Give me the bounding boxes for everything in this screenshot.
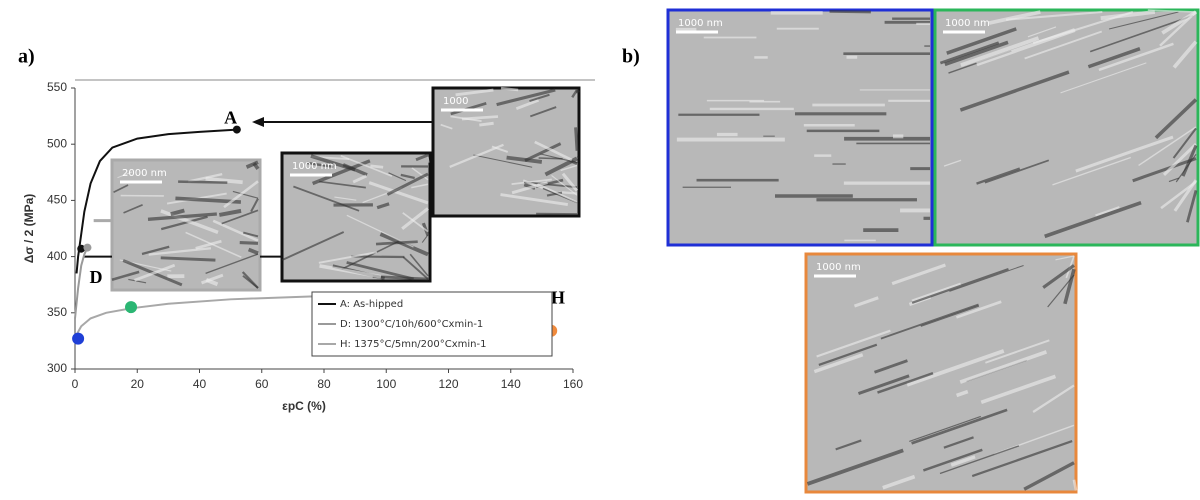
- texture: [351, 256, 404, 257]
- texture: [178, 182, 227, 183]
- legend-label: D: 1300°C/10h/600°Cxmin-1: [340, 319, 483, 330]
- y-tick-label: 550: [47, 80, 67, 94]
- annotation: A: [224, 108, 237, 128]
- series-line: [75, 248, 87, 319]
- y-tick-label: 350: [47, 305, 67, 319]
- texture: [576, 127, 577, 150]
- y-tick-label: 450: [47, 193, 67, 207]
- micrograph-image: [668, 10, 932, 245]
- x-tick-label: 160: [563, 377, 583, 391]
- panel-label: a): [18, 46, 35, 68]
- y-tick-label: 400: [47, 249, 67, 263]
- scale-label: 2000 nm: [122, 168, 167, 179]
- panel-label: b): [622, 46, 640, 68]
- legend-label: A: As-hipped: [340, 299, 403, 310]
- legend-label: H: 1375°C/5mn/200°Cxmin-1: [340, 339, 487, 350]
- x-tick-label: 100: [376, 377, 396, 391]
- y-tick-label: 300: [47, 361, 67, 375]
- micrograph-image: [112, 160, 260, 290]
- x-tick-label: 20: [131, 377, 145, 391]
- annotation: D: [90, 267, 103, 287]
- scale-label: 1000 nm: [945, 18, 990, 29]
- texture: [830, 11, 871, 12]
- micrograph: 1000 nm: [806, 254, 1076, 492]
- arrow-head: [252, 117, 264, 127]
- point: [72, 333, 84, 345]
- x-tick-label: 60: [255, 377, 269, 391]
- micrograph: 1000 nm: [668, 10, 932, 245]
- micrograph: 1000 nm: [935, 10, 1198, 245]
- scale-label: 1000 nm: [816, 262, 861, 273]
- micrograph: 1000: [433, 88, 579, 216]
- x-tick-label: 80: [317, 377, 331, 391]
- annotation: H: [551, 287, 565, 307]
- point: [125, 301, 137, 313]
- x-tick-label: 120: [438, 377, 458, 391]
- texture: [370, 166, 383, 167]
- scale-label: 1000 nm: [292, 161, 337, 172]
- x-tick-label: 140: [501, 377, 521, 391]
- scale-label: 1000 nm: [678, 18, 723, 29]
- micrograph: 2000 nm: [112, 160, 260, 290]
- micrograph: 1000 nm: [282, 153, 430, 281]
- x-axis-label: εpC (%): [282, 399, 326, 413]
- texture: [240, 243, 258, 244]
- texture: [479, 123, 493, 125]
- point: [83, 244, 91, 252]
- y-tick-label: 500: [47, 136, 67, 150]
- x-tick-label: 40: [193, 377, 207, 391]
- y-axis-label: Δσ / 2 (MPa): [22, 194, 36, 264]
- scale-label: 1000: [443, 96, 468, 107]
- x-tick-label: 0: [72, 377, 79, 391]
